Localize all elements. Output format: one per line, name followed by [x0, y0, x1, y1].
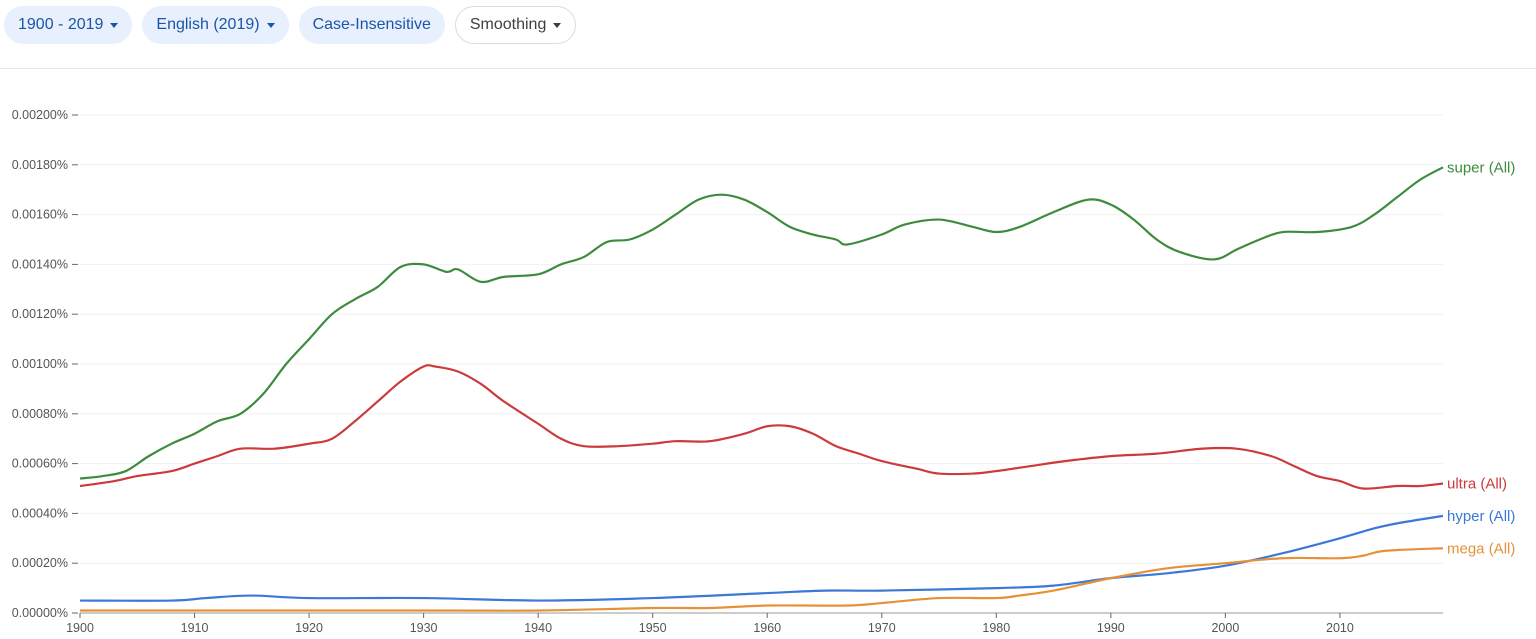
y-tick-label: 0.00180%: [12, 158, 68, 172]
series-label-hyper: hyper (All): [1447, 508, 1515, 525]
y-tick-label: 0.00060%: [12, 457, 68, 471]
toolbar: 1900 - 2019 English (2019) Case-Insensit…: [4, 6, 577, 44]
case-insensitive-toggle[interactable]: Case-Insensitive: [298, 6, 445, 44]
x-tick-label: 1960: [753, 621, 781, 635]
x-tick-label: 2000: [1211, 621, 1239, 635]
series-label-ultra: ultra (All): [1447, 476, 1507, 493]
y-tick-label: 0.00020%: [12, 556, 68, 570]
y-tick-label: 0.00160%: [12, 208, 68, 222]
x-tick-label: 1990: [1097, 621, 1125, 635]
chip-label: 1900 - 2019: [18, 16, 104, 33]
year-range-dropdown[interactable]: 1900 - 2019: [4, 6, 133, 44]
caret-down-icon: [553, 22, 562, 28]
x-tick-label: 2010: [1326, 621, 1354, 635]
x-tick-label: 1980: [982, 621, 1010, 635]
y-tick-label: 0.00200%: [12, 108, 68, 122]
chip-label: Smoothing: [469, 16, 547, 33]
chip-label: English (2019): [156, 16, 260, 33]
chip-label: Case-Insensitive: [312, 16, 431, 33]
x-tick-label: 1940: [524, 621, 552, 635]
x-tick-label: 1970: [868, 621, 896, 635]
series-label-super: super (All): [1447, 159, 1515, 176]
divider: [0, 68, 1536, 69]
y-tick-label: 0.00140%: [12, 257, 68, 271]
y-tick-label: 0.00040%: [12, 506, 68, 520]
series-line-super: [79, 166, 1444, 480]
y-tick-label: 0.00100%: [12, 357, 68, 371]
caret-down-icon: [110, 22, 119, 28]
x-tick-label: 1910: [181, 621, 209, 635]
x-tick-label: 1900: [66, 621, 94, 635]
smoothing-dropdown[interactable]: Smoothing: [454, 6, 577, 44]
y-tick-label: 0.00000%: [12, 606, 68, 620]
x-tick-label: 1950: [639, 621, 667, 635]
x-tick-label: 1930: [410, 621, 438, 635]
y-tick-label: 0.00120%: [12, 307, 68, 321]
series-label-mega: mega (All): [1447, 540, 1515, 557]
caret-down-icon: [266, 22, 275, 28]
series-line-ultra: [79, 364, 1444, 490]
series-line-hyper: [79, 514, 1444, 602]
corpus-dropdown[interactable]: English (2019): [142, 6, 289, 44]
series-line-mega: [79, 547, 1444, 612]
x-tick-label: 1920: [295, 621, 323, 635]
y-tick-label: 0.00080%: [12, 407, 68, 421]
